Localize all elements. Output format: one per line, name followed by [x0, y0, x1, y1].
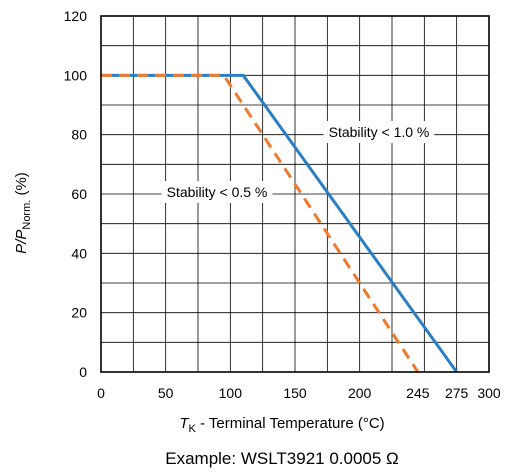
- y-label-unit: (%): [13, 172, 30, 200]
- y-label-sub: Norm.: [21, 200, 33, 230]
- x-axis-label: TK - Terminal Temperature (°C): [179, 415, 384, 435]
- series-line-1: [101, 73, 458, 373]
- x-label-main: T: [179, 415, 190, 432]
- x-tick-label: 0: [97, 385, 105, 401]
- grid: [101, 16, 489, 372]
- series-line-2: [101, 73, 420, 373]
- x-tick-label: 300: [477, 385, 501, 401]
- annotation-stability-05: Stability < 0.5 %: [161, 181, 273, 203]
- x-tick-label: 50: [158, 385, 174, 401]
- y-tick-label: 20: [71, 305, 87, 321]
- x-label-sub: K: [188, 423, 196, 435]
- x-label-rest: - Terminal Temperature (°C): [196, 415, 385, 432]
- y-tick-label: 0: [79, 364, 87, 380]
- y-tick-label: 120: [64, 8, 88, 24]
- y-tick-label: 80: [71, 127, 87, 143]
- x-tick-label: 150: [283, 385, 307, 401]
- chart-caption: Example: WSLT3921 0.0005 Ω: [165, 449, 399, 468]
- y-label-main: P/P: [13, 230, 30, 254]
- annotation-stability-1-label: Stability < 1.0 %: [329, 124, 430, 140]
- x-tick-label: 100: [219, 385, 243, 401]
- plot-frame: [100, 15, 490, 373]
- y-tick-label: 40: [71, 245, 87, 261]
- series-layer: [101, 73, 458, 373]
- annotation-stability-1: Stability < 1.0 %: [323, 121, 435, 143]
- tick-labels: 0 50 100 150 200 245 275 300 0 20 40 60 80 100 120: [64, 8, 501, 401]
- y-tick-label: 100: [64, 67, 88, 83]
- annotation-stability-05-label: Stability < 0.5 %: [167, 184, 268, 200]
- x-tick-label: 200: [348, 385, 372, 401]
- y-tick-label: 60: [71, 186, 87, 202]
- y-axis-label: P/PNorm. (%): [13, 172, 33, 254]
- x-tick-label: 245: [406, 385, 430, 401]
- x-tick-label: 275: [445, 385, 469, 401]
